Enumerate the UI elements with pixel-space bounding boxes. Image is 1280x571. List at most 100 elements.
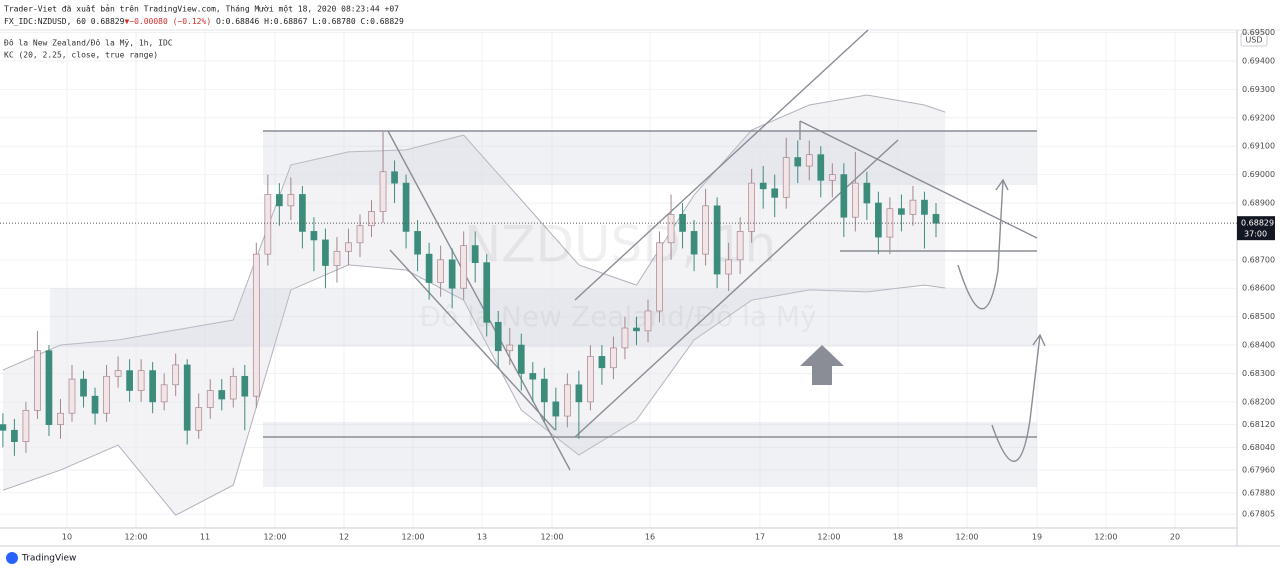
trend-line <box>389 249 556 431</box>
channel-fill <box>2 95 946 516</box>
candle-body <box>206 390 214 408</box>
candle-body <box>851 182 859 218</box>
candle-body <box>610 347 617 369</box>
x-tick-label: 12:00 <box>817 533 840 542</box>
candle-body <box>506 344 514 352</box>
candle-body <box>517 344 525 374</box>
candle-body <box>333 250 341 266</box>
y-tick-label: 0.69300 <box>1242 85 1275 94</box>
candle-body <box>759 182 767 190</box>
candle-body <box>379 171 387 212</box>
x-tick-label: 18 <box>893 533 903 542</box>
candle-body <box>114 370 122 377</box>
countdown: 37:00 <box>1244 230 1267 239</box>
candle-body <box>103 375 110 414</box>
candle-body <box>402 182 410 232</box>
candle-body <box>713 205 721 275</box>
y-tick-label: 0.68120 <box>1242 420 1275 429</box>
candle-body <box>299 194 306 232</box>
keltner-channel <box>2 94 946 516</box>
trend-line <box>799 120 1038 239</box>
x-tick-label: 12:00 <box>263 533 286 542</box>
symbol: FX_IDC:NZDUSD, 60 <box>4 17 86 26</box>
candle-body <box>909 199 917 215</box>
candle-body <box>575 384 583 403</box>
y-tick-label: 0.69500 <box>1242 28 1275 37</box>
candle-body <box>644 310 652 332</box>
y-tick-label: 0.68300 <box>1242 369 1275 378</box>
candle-body <box>621 327 629 349</box>
zone <box>263 422 1037 487</box>
x-tick-label: 13 <box>477 533 487 542</box>
candle-body <box>218 390 226 400</box>
y-tick-label: 0.68900 <box>1242 199 1275 208</box>
candle-body <box>0 424 7 431</box>
candle-body <box>736 231 744 261</box>
candle-body <box>264 194 272 255</box>
arrow <box>991 333 1046 462</box>
y-tick-label: 0.68040 <box>1242 443 1275 452</box>
candle-body <box>690 231 698 255</box>
x-tick-label: 10 <box>62 533 72 542</box>
candle-body <box>137 370 145 391</box>
candle-body <box>345 242 352 252</box>
candle-body <box>80 378 87 397</box>
candle-body <box>57 412 64 425</box>
candle-body <box>633 327 640 332</box>
candle-body <box>886 208 894 238</box>
y-tick-label: 0.67805 <box>1242 510 1275 519</box>
candle-body <box>126 370 133 391</box>
axes: 0.69500 0.69400 0.69300 0.69200 0.69100 0.690… <box>0 28 1275 542</box>
candle-body <box>529 373 537 380</box>
candle-body <box>725 259 732 275</box>
y-tick-label: 0.69000 <box>1242 170 1275 179</box>
candles <box>0 131 940 456</box>
candle-body <box>391 171 398 184</box>
candle-body <box>241 375 249 397</box>
candle-body <box>540 378 548 403</box>
y-tick-label: 0.68400 <box>1242 341 1275 350</box>
y-tick-label: 0.68700 <box>1242 255 1275 264</box>
y-tick-label: 0.69200 <box>1242 113 1275 122</box>
x-tick-label: 20 <box>1170 533 1180 542</box>
x-tick-label: 12:00 <box>955 533 978 542</box>
candle-body <box>932 214 940 224</box>
candle-body <box>656 242 663 312</box>
x-tick-label: 11 <box>200 533 210 542</box>
header-line: Trader-Viet đã xuất bản trên TradingView… <box>4 4 399 14</box>
candle-body <box>828 174 836 181</box>
candle-body <box>287 194 295 207</box>
candle-body <box>425 253 433 283</box>
candle-body <box>448 259 456 289</box>
y-tick-label: 0.67880 <box>1242 488 1275 497</box>
candle-body <box>494 321 502 352</box>
candle-body <box>11 429 18 442</box>
channel-line <box>2 94 946 371</box>
candle-body <box>68 378 76 414</box>
y-tick-label: 0.69400 <box>1242 56 1275 65</box>
zone <box>263 131 1037 185</box>
up-arrow <box>800 345 844 385</box>
candle-body <box>863 182 871 204</box>
x-tick-label: 16 <box>645 533 655 542</box>
x-tick-label: 12:00 <box>1094 533 1117 542</box>
candle-body <box>552 401 560 417</box>
y-tick-label: 0.67960 <box>1242 466 1275 475</box>
x-tick-label: 12 <box>339 533 349 542</box>
candle-body <box>91 395 99 414</box>
candle-body <box>875 202 882 238</box>
y-tick-label: 0.68200 <box>1242 397 1275 406</box>
candle-body <box>587 356 594 403</box>
arrow <box>957 178 1009 310</box>
x-tick-label: 19 <box>1032 533 1042 542</box>
candle-body <box>356 225 364 244</box>
x-tick-label: 12:00 <box>540 533 563 542</box>
ohlc: O:0.68846 H:0.68867 L:0.68780 C:0.68829 <box>216 17 404 26</box>
candle-body <box>172 364 180 386</box>
candle-body <box>322 239 329 266</box>
candle-body <box>805 154 813 167</box>
candle-body <box>276 194 283 207</box>
candle-body <box>310 231 318 241</box>
